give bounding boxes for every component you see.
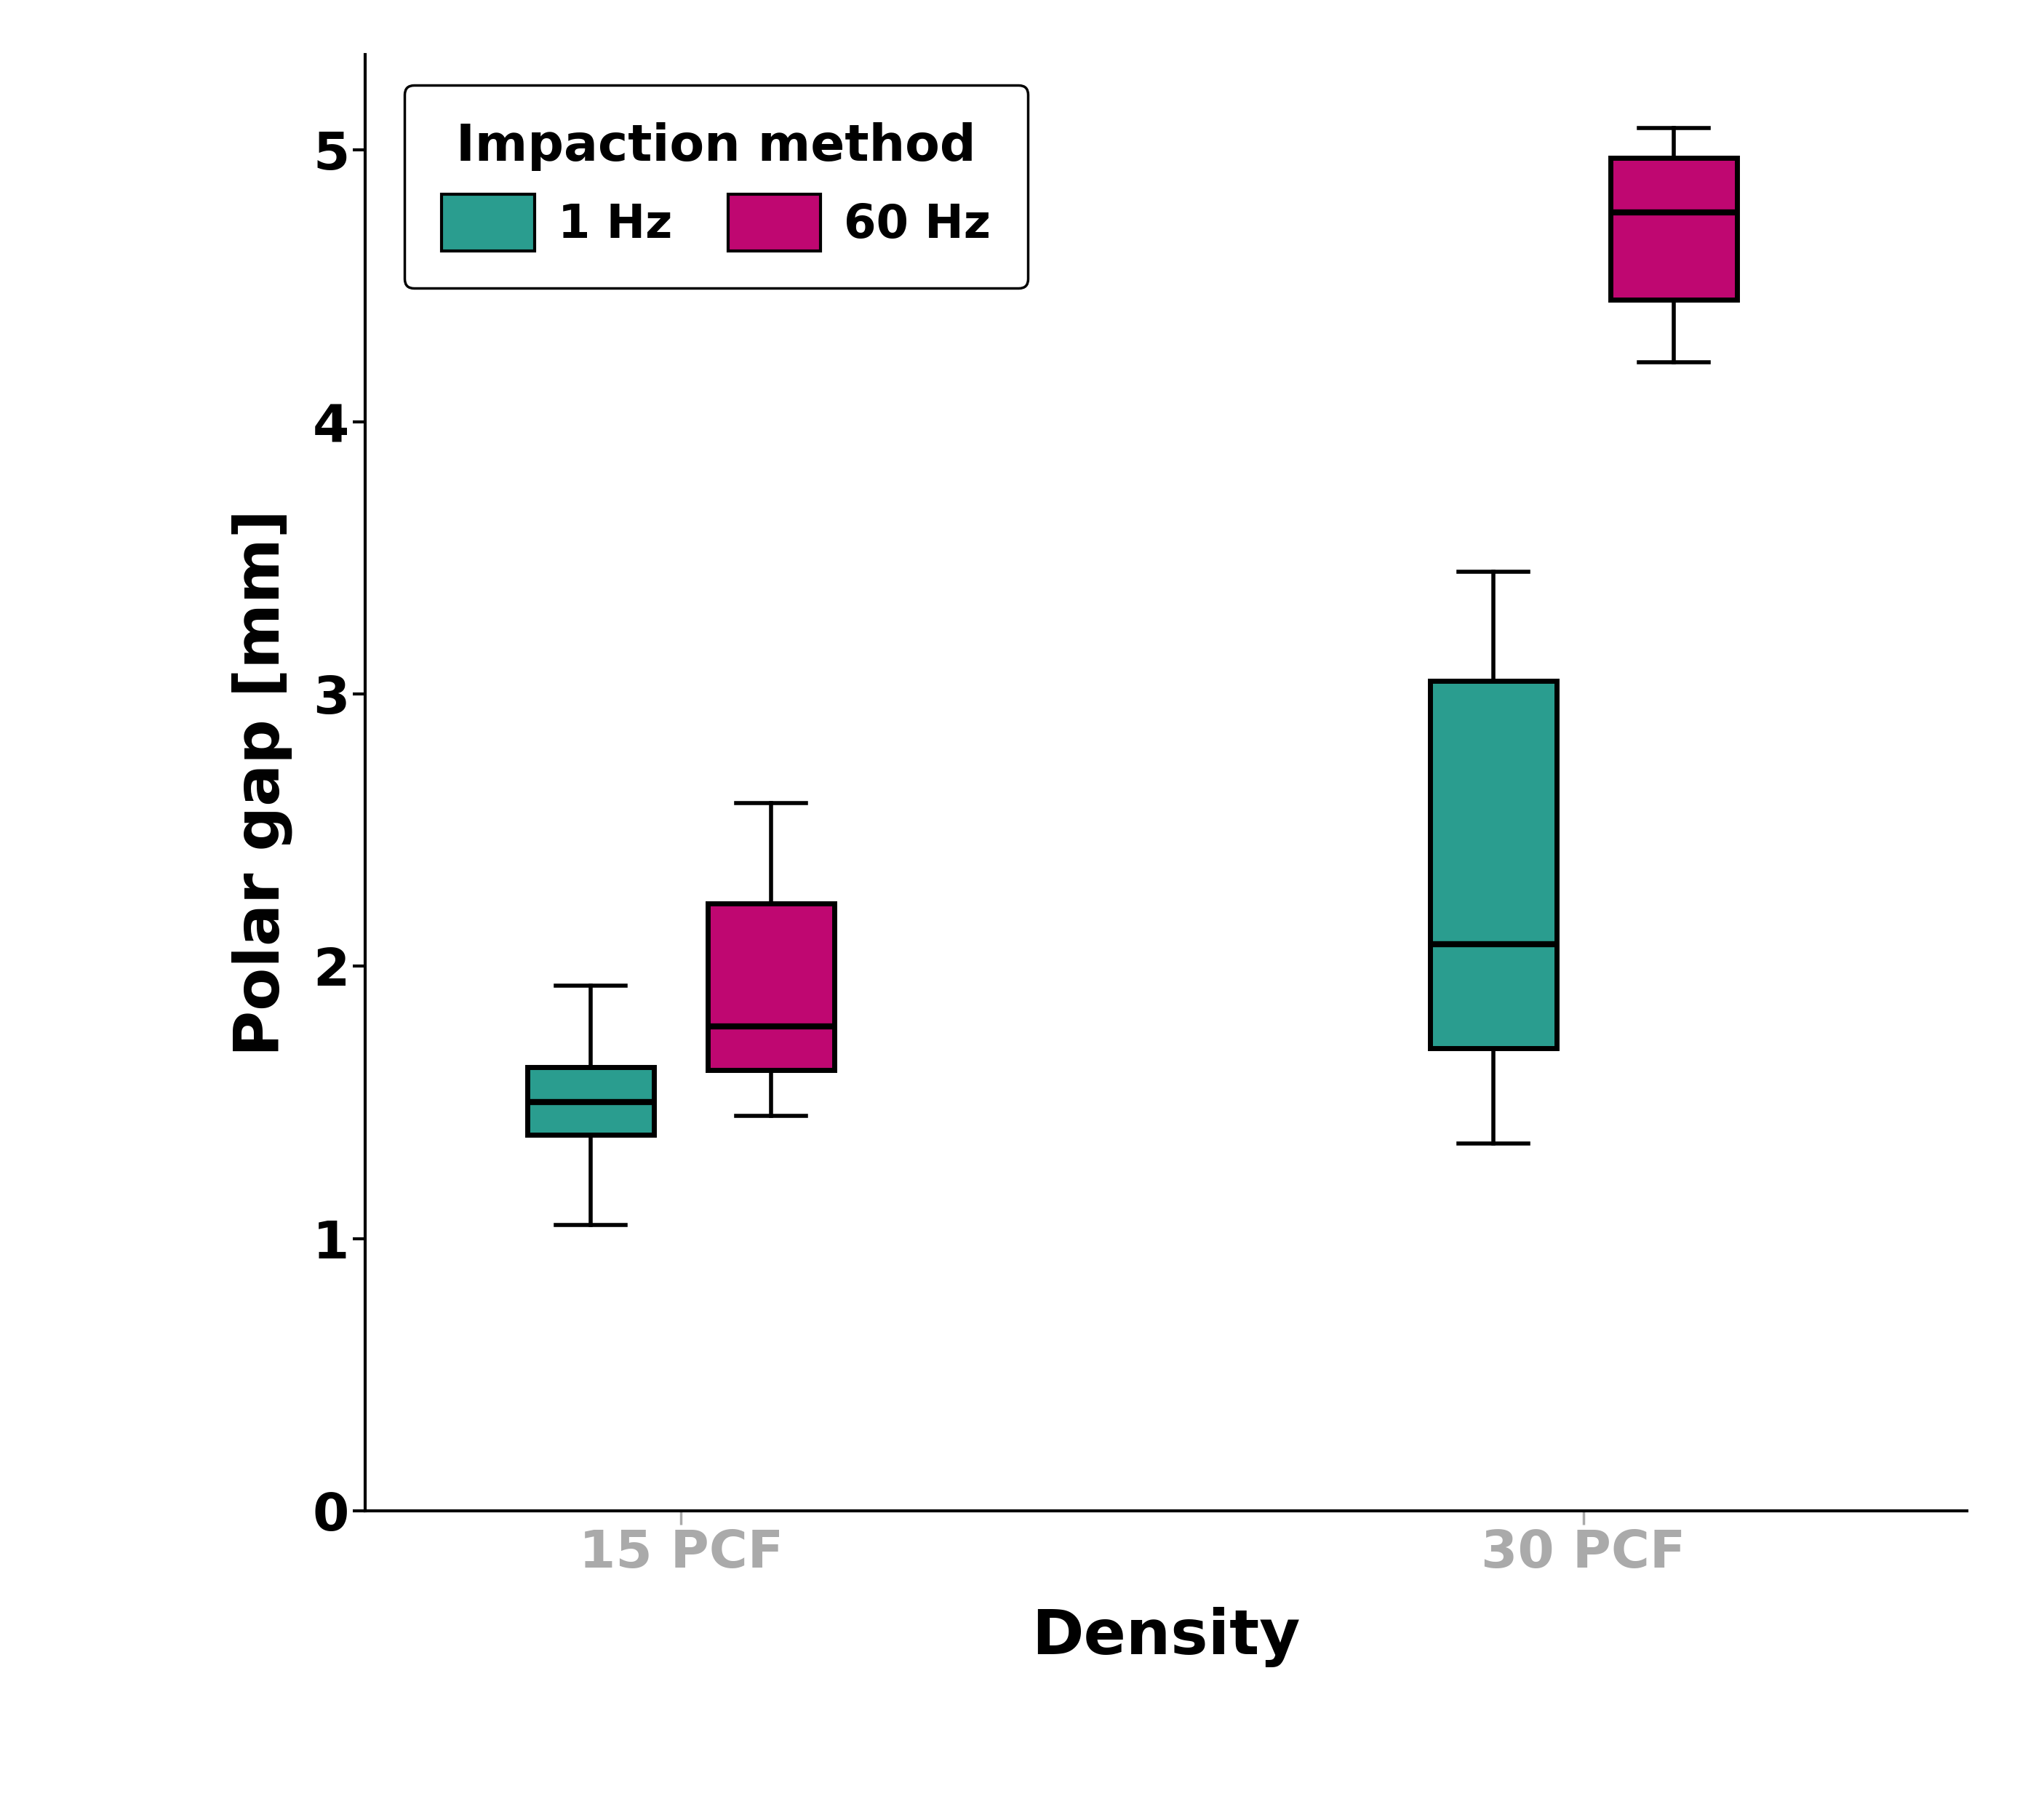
- Y-axis label: Polar gap [mm]: Polar gap [mm]: [231, 510, 292, 1056]
- X-axis label: Density: Density: [1032, 1607, 1300, 1667]
- Bar: [527, 1067, 653, 1136]
- Bar: [1610, 158, 1738, 300]
- Bar: [708, 905, 834, 1070]
- Legend: 1 Hz, 60 Hz: 1 Hz, 60 Hz: [404, 86, 1028, 288]
- Bar: [1430, 681, 1555, 1048]
